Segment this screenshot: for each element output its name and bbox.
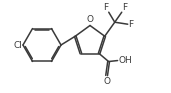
Text: O: O [103,77,110,86]
Text: OH: OH [119,56,132,65]
Text: O: O [87,15,94,24]
Text: Cl: Cl [13,40,22,49]
Text: F: F [122,3,127,12]
Text: F: F [103,3,108,12]
Text: F: F [129,20,134,29]
